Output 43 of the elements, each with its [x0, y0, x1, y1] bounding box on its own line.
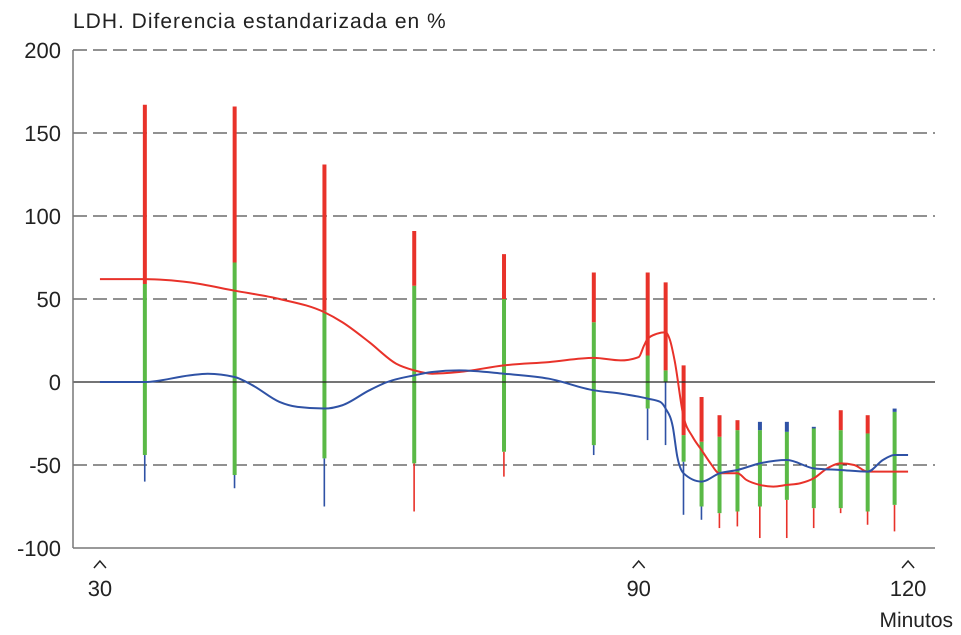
- bar: [232, 106, 237, 262]
- bar: [502, 254, 506, 299]
- bar: [412, 286, 416, 464]
- bar: [664, 282, 668, 370]
- bar: [735, 430, 740, 512]
- bar: [646, 355, 650, 409]
- bar: [682, 435, 686, 462]
- bar: [866, 433, 870, 512]
- y-tick-label: 50: [36, 286, 61, 312]
- bar: [412, 230, 416, 286]
- bar: [758, 422, 762, 430]
- bar: [664, 370, 668, 382]
- bar: [322, 310, 326, 458]
- bar: [758, 430, 762, 506]
- bar: [784, 432, 789, 500]
- x-axis-title: Minutos: [879, 609, 953, 633]
- bar: [592, 272, 596, 322]
- bar: [838, 410, 843, 430]
- x-tick-label: 120: [890, 576, 926, 601]
- y-tick-label: 150: [24, 120, 61, 146]
- y-tick-label: -50: [29, 452, 61, 478]
- bar: [784, 422, 789, 432]
- bar: [232, 262, 237, 475]
- bar: [866, 415, 870, 434]
- bar: [142, 284, 147, 456]
- x-tick-label: 30: [88, 576, 112, 601]
- bar: [892, 408, 897, 412]
- y-tick-label: -100: [16, 536, 61, 561]
- chart-title: LDH. Diferencia estandarizada en %: [73, 10, 447, 34]
- y-tick-label: 100: [24, 204, 61, 229]
- bar: [592, 322, 596, 446]
- bar: [838, 430, 843, 508]
- bar: [502, 299, 506, 452]
- y-tick-label: 200: [24, 38, 61, 63]
- bar: [700, 442, 704, 506]
- bar: [735, 420, 740, 430]
- y-tick-label: 0: [48, 370, 61, 395]
- bar: [718, 436, 722, 514]
- bar: [892, 412, 897, 505]
- bar: [700, 396, 704, 442]
- bar: [812, 428, 816, 508]
- bar: [718, 415, 722, 437]
- x-tick-label: 90: [626, 576, 651, 601]
